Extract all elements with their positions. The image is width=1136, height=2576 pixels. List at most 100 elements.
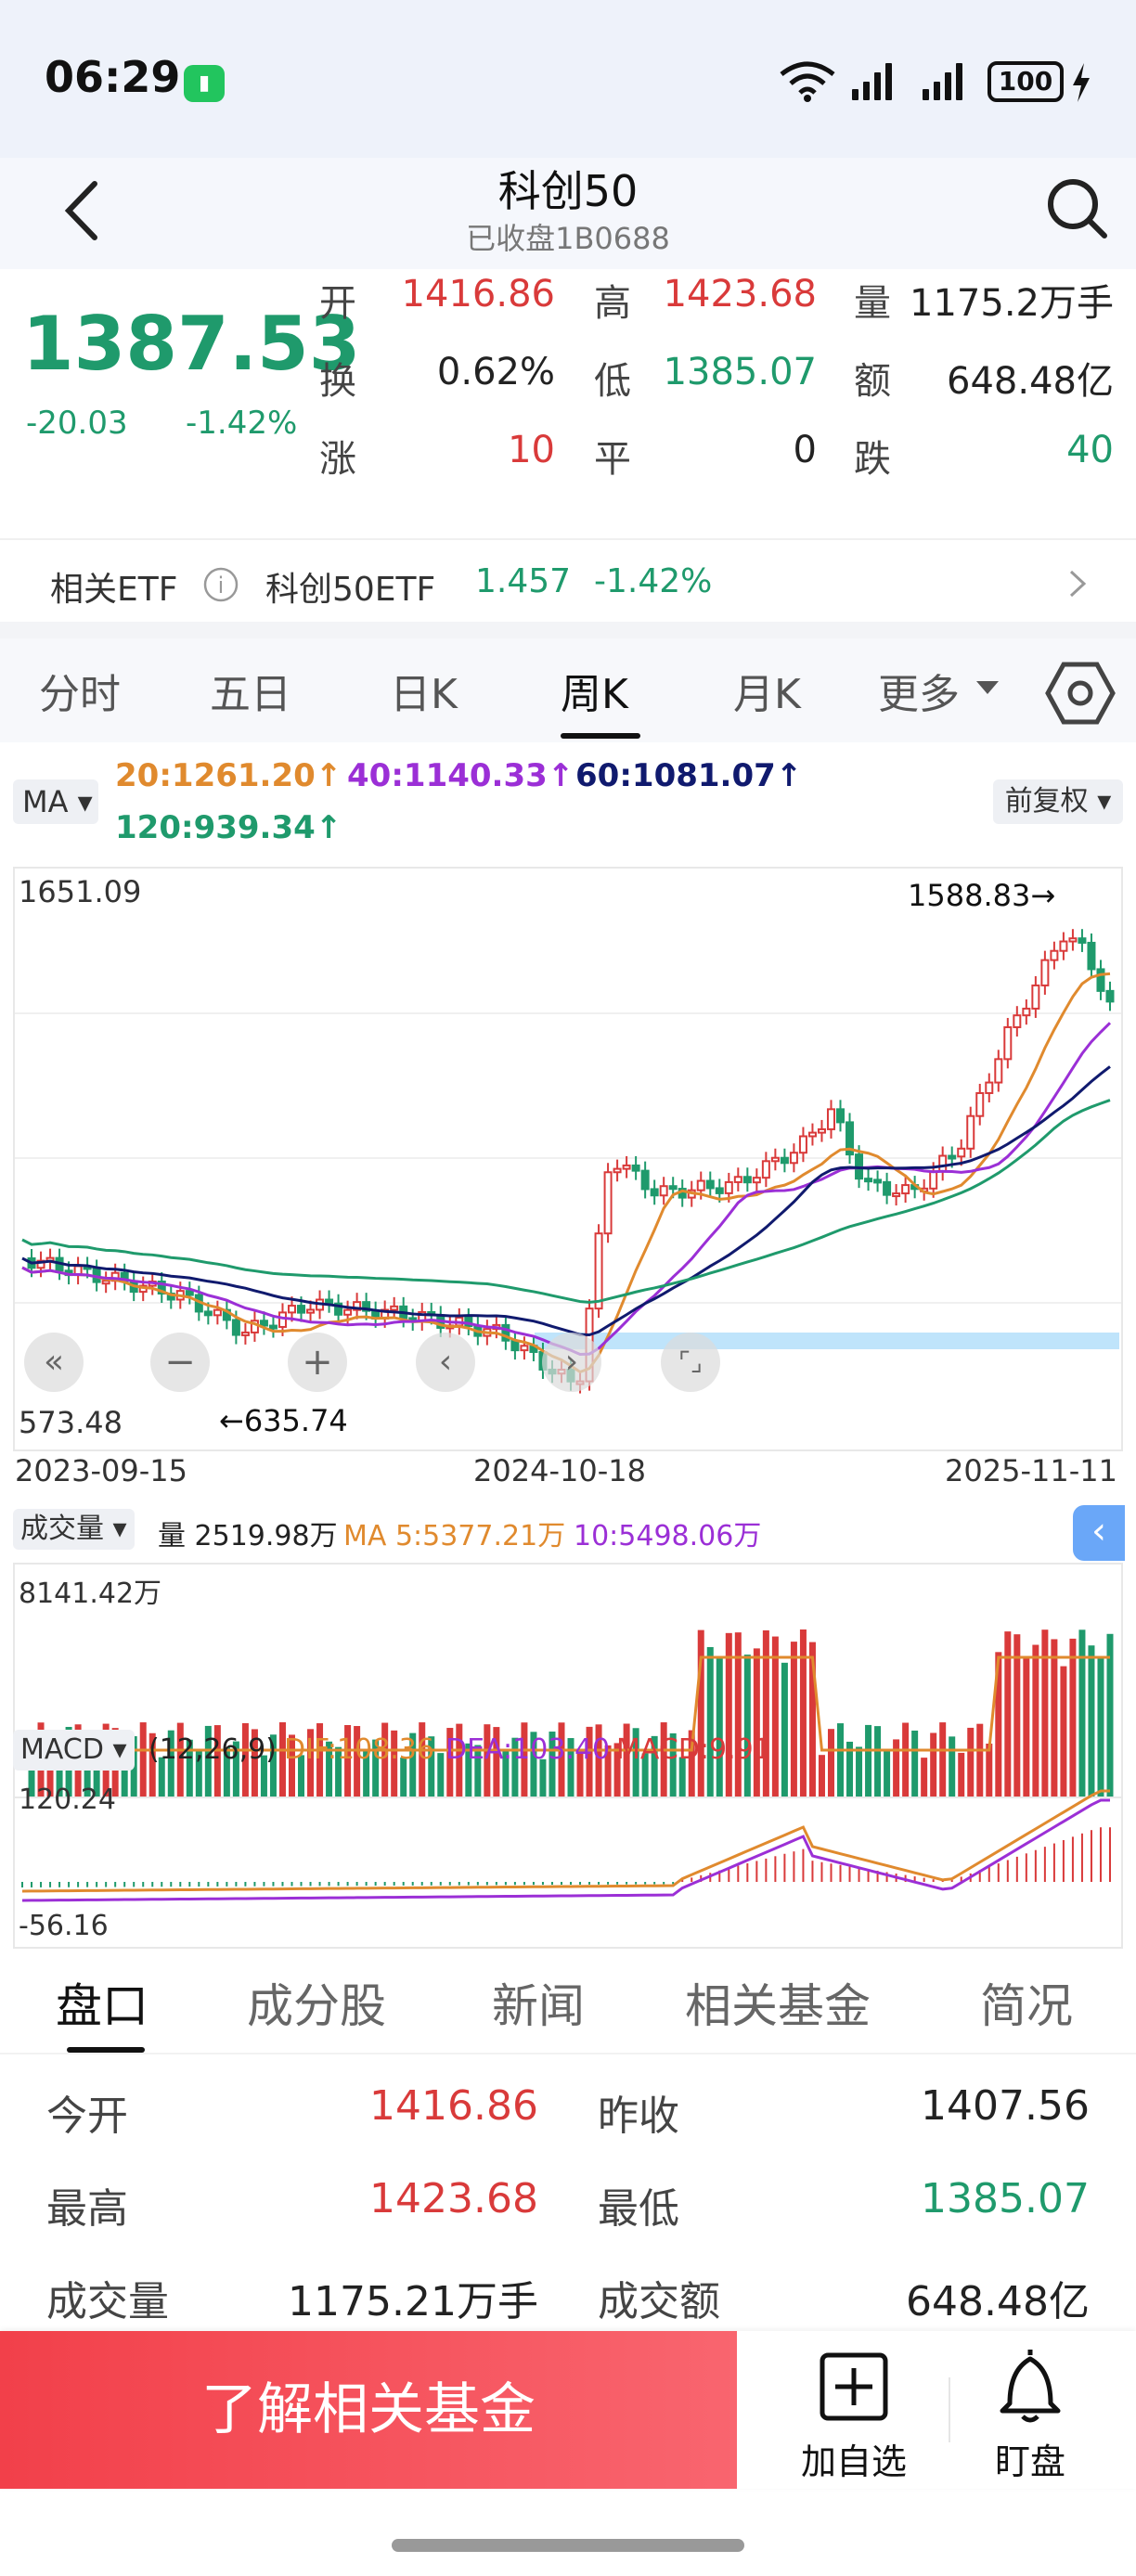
tab-news[interactable]: 新闻 xyxy=(492,1979,585,2033)
candle-body xyxy=(696,1179,705,1191)
volume-bar xyxy=(976,1723,984,1797)
candle-body xyxy=(826,1108,835,1130)
tab-intraday[interactable]: 分时 xyxy=(39,671,121,718)
zoom-in-icon[interactable]: + xyxy=(288,1333,347,1392)
volume-bar xyxy=(902,1722,910,1797)
volume-bar xyxy=(678,1757,686,1797)
collapse-panel-icon[interactable]: ‹ xyxy=(1073,1505,1125,1561)
monitor-button[interactable]: 盯盘 xyxy=(947,2331,1114,2489)
highlight-band xyxy=(535,1333,1119,1349)
quote-label: 量 xyxy=(854,282,891,325)
ma-selector-button[interactable]: MA ▾ xyxy=(13,779,98,824)
candle-body xyxy=(668,1185,678,1191)
candle-body xyxy=(846,1121,855,1156)
tab-monthly-k[interactable]: 月K xyxy=(733,671,801,718)
candle-body xyxy=(213,1308,222,1317)
volume-bar xyxy=(521,1722,528,1797)
fullscreen-icon[interactable]: ⌜⌟ xyxy=(661,1333,720,1392)
stat-label: 昨收 xyxy=(598,2093,679,2140)
volume-bar xyxy=(884,1749,891,1797)
tab-constituents[interactable]: 成分股 xyxy=(247,1979,386,2033)
volume-bar xyxy=(632,1728,639,1797)
dea-line xyxy=(21,1798,1110,1902)
related-etf-row[interactable]: 相关ETF i 科创50ETF 1.457 -1.42% xyxy=(0,538,1136,622)
macd-selector-button[interactable]: MACD ▾ xyxy=(13,1730,135,1771)
volume-bar xyxy=(419,1722,426,1797)
tab-weekly-k[interactable]: 周K xyxy=(561,671,628,718)
volume-bar xyxy=(465,1743,472,1797)
volume-bar xyxy=(278,1722,286,1797)
volume-bar xyxy=(167,1730,174,1797)
tab-related-funds[interactable]: 相关基金 xyxy=(685,1979,871,2033)
candle-body xyxy=(622,1164,631,1170)
candle-body xyxy=(985,1081,994,1094)
volume-bar xyxy=(1041,1629,1049,1797)
volume-bar xyxy=(604,1745,612,1797)
macd-selector-label: MACD xyxy=(20,1733,104,1766)
learn-funds-button[interactable]: 了解相关基金 xyxy=(0,2331,737,2489)
volume-bar xyxy=(567,1738,574,1797)
volume-bar xyxy=(1060,1666,1067,1797)
tab-daily-k[interactable]: 日K xyxy=(390,671,458,718)
volume-bar xyxy=(1051,1639,1058,1797)
dif-line xyxy=(21,1789,1110,1893)
volume-bar xyxy=(790,1642,797,1797)
candle-body xyxy=(259,1320,268,1327)
volume-bar xyxy=(84,1745,91,1797)
candle-body xyxy=(966,1114,975,1150)
candle-body xyxy=(185,1290,194,1296)
volume-bar xyxy=(446,1728,454,1797)
settings-hexagon-icon[interactable] xyxy=(1045,661,1116,726)
adjust-selector-button[interactable]: 前复权 ▾ xyxy=(993,779,1123,824)
candle-body xyxy=(1022,1007,1031,1017)
candle-body xyxy=(1003,1025,1013,1061)
candle-body xyxy=(770,1156,780,1163)
volume-selector-label: 成交量 xyxy=(20,1513,104,1545)
volume-bar xyxy=(576,1750,584,1797)
chart-area: MA ▾ 20:1261.20↑ 40:1140.33↑ 60:1081.07↑… xyxy=(0,742,1136,1949)
status-time: 06:29 xyxy=(45,52,181,102)
quote-label: 涨 xyxy=(319,438,356,481)
candle-body xyxy=(892,1192,901,1198)
volume-bar xyxy=(586,1726,593,1797)
scroll-left-icon[interactable]: ‹ xyxy=(416,1333,475,1392)
quote-panel: 1387.53 -20.03 -1.42% 开 1416.86 高 1423.68 量 1… xyxy=(0,269,1136,538)
search-icon[interactable] xyxy=(1043,174,1110,241)
tab-profile[interactable]: 简况 xyxy=(980,1979,1073,2033)
volume-bar xyxy=(837,1723,845,1797)
quote-value: 648.48亿 xyxy=(947,360,1114,403)
volume-bar xyxy=(223,1746,230,1797)
macd-chart xyxy=(21,1789,1111,1902)
volume-bar xyxy=(743,1655,751,1797)
add-watchlist-button[interactable]: 加自选 xyxy=(770,2331,937,2489)
candle-body xyxy=(343,1308,353,1316)
candle-body xyxy=(1059,940,1068,952)
back-arrow-icon[interactable] xyxy=(56,178,111,243)
candle-body xyxy=(287,1305,296,1314)
page-title: 科创50 xyxy=(497,166,639,216)
ma120-value: 120:939.34↑ xyxy=(115,809,342,846)
candle-body xyxy=(1040,959,1050,986)
dropdown-icon xyxy=(976,681,999,694)
tab-five-day[interactable]: 五日 xyxy=(210,671,291,718)
quote-label: 高 xyxy=(594,282,631,325)
ma-line xyxy=(21,1065,1111,1337)
volume-bar xyxy=(288,1734,295,1797)
scroll-right-icon[interactable]: › xyxy=(542,1333,601,1392)
rewind-icon[interactable]: « xyxy=(24,1333,84,1392)
volume-bar xyxy=(121,1753,128,1797)
volume-bar xyxy=(307,1729,315,1797)
info-icon[interactable]: i xyxy=(202,566,239,603)
kline-panel[interactable]: 1651.09 573.48 1588.83→ ←635.74 « − + ‹ … xyxy=(13,867,1123,1451)
candle-body xyxy=(297,1305,306,1314)
candle-body xyxy=(231,1319,240,1336)
home-indicator[interactable] xyxy=(392,2539,744,2552)
tab-more[interactable]: 更多 xyxy=(878,671,960,718)
tab-order-book[interactable]: 盘口 xyxy=(56,1979,148,2033)
x-label-mid: 2024-10-18 xyxy=(473,1453,646,1488)
candle-body xyxy=(659,1185,668,1197)
volume-selector-button[interactable]: 成交量 ▾ xyxy=(13,1509,135,1550)
zoom-out-icon[interactable]: − xyxy=(150,1333,210,1392)
quote-value: 1423.68 xyxy=(663,273,817,316)
stat-value: 1423.68 xyxy=(369,2175,538,2222)
